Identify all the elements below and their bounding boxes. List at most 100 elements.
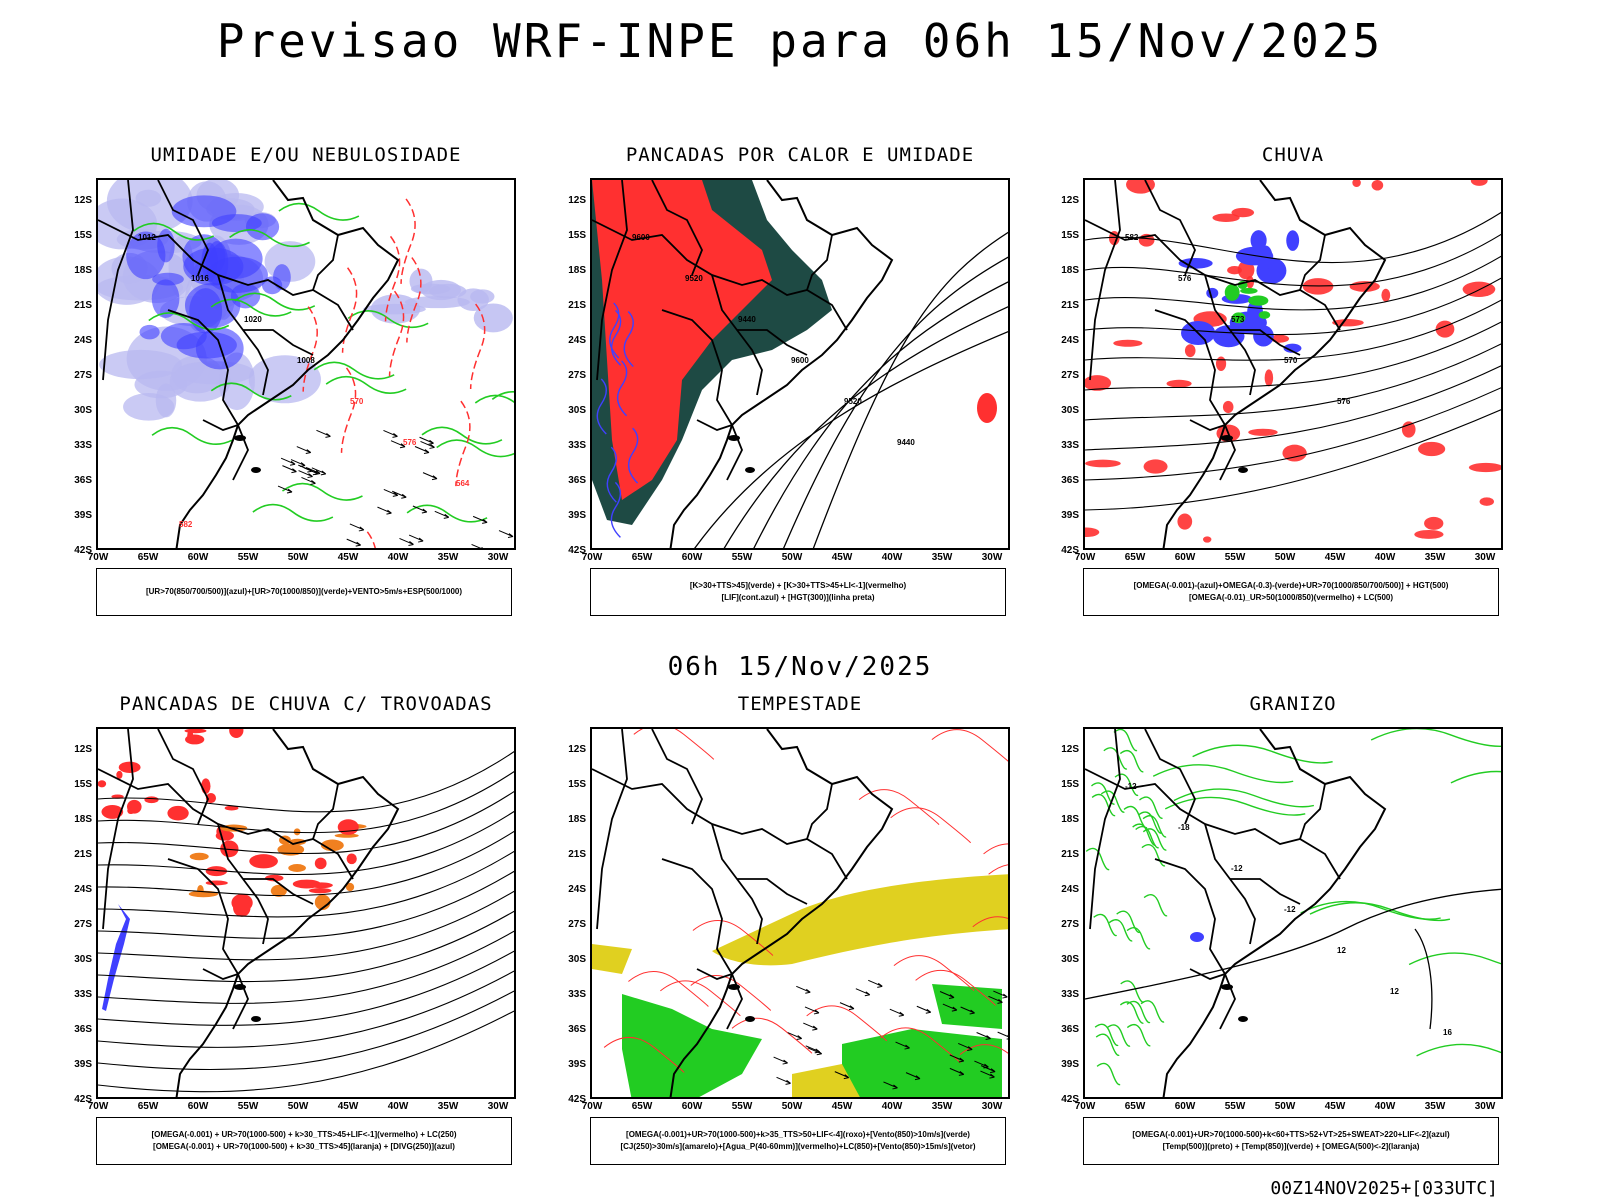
divergence-area — [102, 904, 130, 1011]
streamline — [1085, 409, 1501, 511]
rain-red — [1085, 459, 1121, 468]
country-border — [651, 729, 703, 825]
map-base — [98, 729, 514, 1097]
panel-title: UMIDADE E/OU NEBULOSIDADE — [150, 144, 462, 166]
wind-vector — [974, 1060, 989, 1069]
wind-vectors — [277, 429, 514, 548]
lat-tick-label: 12S — [74, 744, 92, 755]
main-title: Previsao WRF-INPE para 06h 15/Nov/2025 — [216, 14, 1384, 68]
humidity-field — [245, 213, 280, 241]
wind-vector — [349, 523, 365, 532]
lat-tick-label: 24S — [1061, 335, 1079, 346]
contour-label: 12 — [1337, 946, 1346, 955]
red-contour — [406, 257, 422, 343]
storm-cell — [184, 729, 207, 734]
lake — [234, 984, 246, 990]
wind-vector — [471, 543, 484, 548]
rain-red — [1424, 516, 1444, 530]
lake — [251, 467, 261, 473]
temp850-contour — [1309, 902, 1451, 922]
humidity-field — [175, 361, 255, 385]
hgt-contour — [723, 306, 1008, 548]
lif-contour — [627, 427, 639, 484]
rain-blue — [1283, 343, 1302, 353]
lif-contour — [610, 309, 622, 366]
red-contour — [893, 955, 975, 992]
lat-tick-label: 42S — [74, 545, 92, 556]
lat-tick-label: 12S — [1061, 195, 1079, 206]
temp850-contour — [1095, 1033, 1120, 1056]
country-border — [711, 274, 763, 396]
lat-tick-label: 33S — [568, 989, 586, 1000]
country-border — [651, 180, 703, 276]
country-border — [243, 878, 314, 905]
red-contour — [455, 400, 471, 487]
streamline — [98, 970, 514, 1048]
rain-red — [1227, 266, 1242, 275]
temp850-contour — [1085, 847, 1110, 871]
jet-area — [792, 1064, 860, 1097]
streamline — [98, 930, 514, 1004]
green-contour — [229, 229, 310, 248]
streamline — [98, 950, 514, 1026]
temp850-contour — [1143, 893, 1168, 917]
lat-tick-label: 33S — [568, 440, 586, 451]
wind-area — [622, 994, 762, 1097]
rain-red — [1222, 400, 1234, 414]
legend-box: [UR>70(850/700/500)](azul)+[UR>70(1000/8… — [96, 568, 512, 616]
storm-cell — [270, 884, 287, 897]
storm-cell — [205, 793, 217, 804]
country-border — [1144, 729, 1196, 825]
country-border — [202, 419, 249, 481]
lon-tick-label: 65W — [631, 1101, 653, 1112]
streamline — [1085, 365, 1501, 451]
wind-vector — [399, 537, 414, 546]
temp850-contour — [1450, 770, 1501, 784]
panel-title: GRANIZO — [1249, 693, 1337, 715]
temp850-contour — [1192, 744, 1333, 764]
lon-tick-label: 40W — [881, 1101, 903, 1112]
country-border — [592, 768, 848, 880]
country-border — [737, 878, 808, 905]
lon-tick-label: 35W — [437, 552, 459, 563]
lon-tick-label: 50W — [781, 552, 803, 563]
wind-vector — [939, 991, 955, 999]
lon-tick-label: 65W — [631, 552, 653, 563]
lat-tick-label: 15S — [74, 779, 92, 790]
red-instability-area — [977, 393, 997, 423]
rain-red — [1108, 231, 1120, 246]
wind-vector — [422, 472, 438, 481]
rain-red — [1215, 356, 1227, 371]
country-border — [1089, 180, 1121, 381]
streamline — [98, 830, 514, 897]
lon-tick-label: 45W — [337, 1101, 359, 1112]
red-contour — [915, 969, 996, 1006]
storm-cell — [205, 866, 228, 877]
country-border — [157, 180, 209, 276]
lif-contour — [616, 360, 628, 417]
humidity-field — [160, 323, 207, 350]
contour-label: 9600 — [632, 233, 650, 242]
coastline — [175, 180, 400, 548]
red-instability-area — [592, 180, 772, 500]
jet-area — [592, 944, 632, 974]
panel-title: PANCADAS POR CALOR E UMIDADE — [625, 144, 975, 166]
rain-red — [1418, 441, 1446, 457]
storm-cell — [288, 864, 306, 872]
wind-vector — [976, 1032, 991, 1040]
lat-tick-label: 18S — [74, 265, 92, 276]
rain-red — [1479, 497, 1494, 506]
rain-red — [1282, 444, 1307, 462]
temp500-contour — [1085, 888, 1501, 1000]
lon-tick-label: 55W — [1224, 552, 1246, 563]
lat-tick-label: 21S — [568, 300, 586, 311]
humidity-field — [139, 324, 160, 340]
wind-vector — [958, 1043, 973, 1051]
green-contour — [313, 361, 395, 380]
lon-tick-label: 40W — [1374, 1101, 1396, 1112]
country-border — [806, 234, 833, 291]
lat-tick-label: 15S — [568, 779, 586, 790]
contour-label: 9440 — [897, 438, 915, 447]
green-contour — [436, 439, 514, 458]
rain-red — [1126, 180, 1155, 194]
